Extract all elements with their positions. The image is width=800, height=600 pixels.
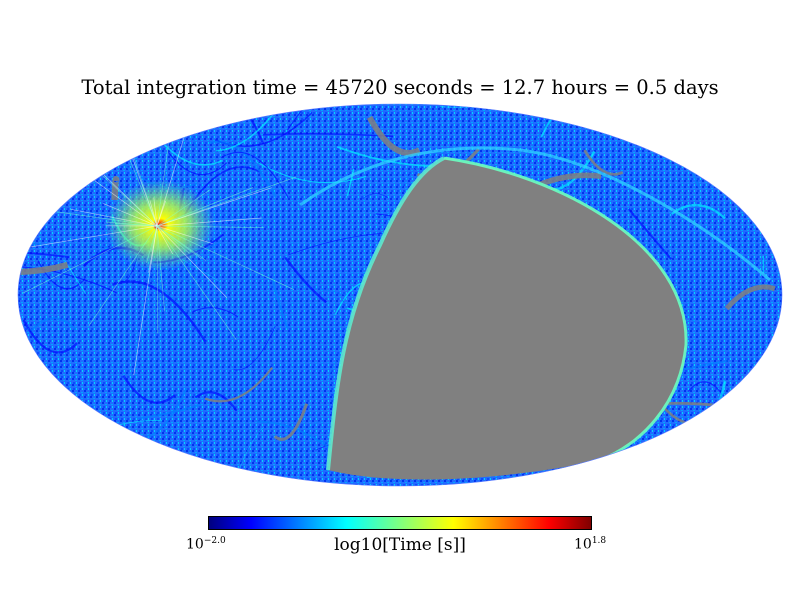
scan-streak	[731, 312, 782, 337]
scan-streak	[779, 106, 782, 159]
scan-streak	[192, 307, 239, 318]
scan-streak	[18, 130, 35, 180]
scan-streak	[529, 481, 630, 486]
hotspot-ray	[88, 225, 158, 326]
scan-streak	[0, 171, 15, 231]
hotspot-ray	[156, 225, 207, 261]
unobserved-band	[764, 148, 774, 187]
scan-streak	[18, 137, 40, 203]
hotspot-ray	[156, 187, 272, 227]
scan-streak	[106, 434, 109, 470]
scan-streak	[287, 232, 391, 256]
hotspot-ray	[156, 225, 165, 312]
hotspot-ray	[156, 225, 228, 298]
scan-streak	[681, 104, 732, 122]
hotspot-ray	[149, 200, 158, 227]
hotspot-ray	[156, 225, 264, 228]
scan-streak	[238, 427, 265, 471]
scan-streak	[678, 469, 710, 486]
unobserved-band	[36, 114, 86, 143]
hotspot-ray	[156, 225, 237, 340]
scan-streak	[246, 190, 254, 204]
hotspot-ray	[103, 203, 158, 227]
scan-streak	[302, 420, 323, 437]
hotspot-ray	[156, 225, 174, 255]
colorbar	[208, 516, 592, 530]
chart-title: Total integration time = 45720 seconds =…	[81, 76, 719, 99]
hotspot-ray	[146, 225, 158, 263]
hotspot-ray	[156, 225, 213, 245]
scan-streak	[683, 456, 782, 486]
scan-streak	[284, 256, 327, 304]
hotspot-ray	[156, 176, 297, 227]
scan-streak	[111, 280, 207, 343]
hotspot-ray	[106, 221, 158, 227]
scan-streak	[18, 151, 76, 189]
hotspot-ray	[156, 187, 254, 227]
hotspot-ray	[156, 217, 262, 227]
scan-streak	[18, 265, 117, 294]
scan-streak	[287, 104, 387, 131]
scan-streak	[26, 104, 136, 116]
coverage-edge-left	[326, 156, 445, 471]
hotspot-ray	[46, 210, 158, 227]
scan-streak	[18, 401, 67, 423]
hotspot-rays	[18, 104, 297, 376]
hotspot-ray	[18, 225, 158, 252]
coverage-edge-glow	[443, 156, 688, 462]
map-outline	[17, 103, 783, 487]
scan-streak	[772, 375, 782, 413]
hotspot-ray	[70, 208, 158, 227]
hotspot-ray	[156, 225, 159, 334]
colorbar-max-label: 101.8	[574, 536, 607, 553]
unobserved-band	[22, 104, 87, 124]
unobserved-band	[723, 139, 754, 167]
scan-streak	[589, 460, 605, 486]
scan-streak	[569, 139, 583, 172]
scan-streak	[124, 469, 194, 486]
scan-streak	[194, 391, 238, 412]
colorbar-label: log10[Time [s]]	[334, 535, 466, 555]
hotspot-ray	[133, 225, 158, 376]
hotspot-ray	[156, 189, 211, 227]
unobserved-band	[18, 261, 69, 276]
hotspot-ray	[156, 200, 167, 227]
unobserved-band	[724, 284, 776, 311]
scan-streak	[81, 458, 179, 486]
unobserved-region	[328, 158, 687, 480]
unobserved-band	[793, 268, 800, 275]
scan-streak	[233, 325, 276, 371]
scan-streak	[18, 416, 22, 475]
scan-streak	[221, 151, 289, 199]
unobserved-band	[18, 191, 57, 194]
hotspot-ray	[153, 197, 158, 227]
hotspot-ray	[156, 225, 295, 291]
scan-streak	[271, 278, 289, 329]
scan-streak	[167, 151, 228, 176]
scan-streak	[362, 193, 389, 200]
unobserved-band	[583, 149, 624, 176]
scan-streak	[28, 125, 80, 136]
scan-streak	[137, 403, 202, 420]
unobserved-band	[204, 366, 274, 403]
scan-streak	[750, 104, 774, 109]
scan-streak	[627, 208, 673, 260]
scan-streak	[208, 140, 277, 198]
hotspot-ray	[22, 225, 158, 294]
hotspot-ray	[156, 225, 190, 254]
unobserved-band	[367, 115, 421, 156]
scan-streak	[30, 317, 77, 332]
unobserved-band	[273, 403, 309, 441]
scan-streak	[540, 104, 603, 138]
scan-streak	[346, 168, 355, 197]
scan-streak	[18, 318, 25, 335]
scan-streak	[22, 319, 78, 354]
scan-streak	[747, 431, 782, 473]
scan-streak	[712, 78, 760, 100]
scan-streak	[122, 375, 176, 404]
colorbar-min-label: 10−2.0	[186, 536, 226, 553]
scan-streak	[18, 460, 65, 486]
upper-arc	[299, 146, 771, 282]
